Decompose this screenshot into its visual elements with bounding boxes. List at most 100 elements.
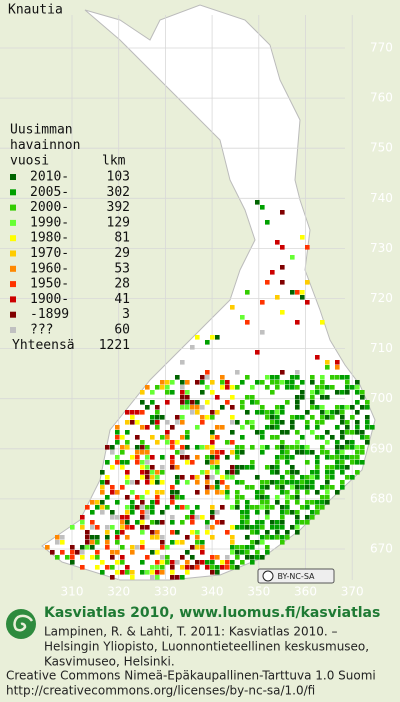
occurrence-cell [335, 490, 340, 495]
occurrence-cell [290, 385, 295, 390]
occurrence-cell [275, 435, 280, 440]
occurrence-cell [285, 535, 290, 540]
occurrence-cell [200, 560, 205, 565]
occurrence-cell [245, 525, 250, 530]
occurrence-cell [180, 575, 185, 580]
occurrence-cell [195, 560, 200, 565]
occurrence-cell [105, 565, 110, 570]
occurrence-cell [180, 395, 185, 400]
occurrence-cell [225, 475, 230, 480]
occurrence-cell [295, 430, 300, 435]
occurrence-cell [190, 510, 195, 515]
occurrence-cell [240, 550, 245, 555]
occurrence-cell [335, 465, 340, 470]
occurrence-cell [230, 440, 235, 445]
legend-count: 28 [114, 277, 130, 292]
occurrence-cell [320, 445, 325, 450]
occurrence-cell [150, 400, 155, 405]
occurrence-cell [325, 465, 330, 470]
occurrence-cell [325, 480, 330, 485]
occurrence-cell [350, 440, 355, 445]
occurrence-cell [335, 455, 340, 460]
occurrence-cell [300, 295, 305, 300]
occurrence-cell [165, 385, 170, 390]
occurrence-cell [255, 555, 260, 560]
occurrence-cell [225, 400, 230, 405]
occurrence-cell [175, 530, 180, 535]
occurrence-cell [195, 455, 200, 460]
occurrence-cell [125, 470, 130, 475]
occurrence-cell [85, 535, 90, 540]
occurrence-cell [345, 445, 350, 450]
occurrence-cell [175, 540, 180, 545]
occurrence-cell [240, 380, 245, 385]
occurrence-cell [320, 485, 325, 490]
legend-label: 2005- [30, 185, 69, 200]
occurrence-cell [345, 425, 350, 430]
occurrence-cell [295, 450, 300, 455]
occurrence-cell [170, 560, 175, 565]
occurrence-cell [290, 455, 295, 460]
occurrence-cell [135, 445, 140, 450]
occurrence-cell [245, 505, 250, 510]
occurrence-cell [185, 505, 190, 510]
occurrence-cell [155, 535, 160, 540]
occurrence-cell [275, 455, 280, 460]
occurrence-cell [210, 335, 215, 340]
occurrence-cell [130, 550, 135, 555]
occurrence-cell [205, 560, 210, 565]
occurrence-cell [235, 550, 240, 555]
occurrence-cell [60, 550, 65, 555]
occurrence-cell [215, 565, 220, 570]
occurrence-cell [325, 430, 330, 435]
occurrence-cell [70, 545, 75, 550]
occurrence-cell [340, 460, 345, 465]
occurrence-cell [220, 375, 225, 380]
occurrence-cell [255, 510, 260, 515]
y-axis-label: 720 [370, 291, 393, 305]
occurrence-cell [240, 525, 245, 530]
occurrence-cell [105, 480, 110, 485]
occurrence-cell [260, 535, 265, 540]
occurrence-cell [150, 455, 155, 460]
occurrence-cell [185, 535, 190, 540]
occurrence-cell [305, 460, 310, 465]
occurrence-cell [215, 465, 220, 470]
occurrence-cell [85, 530, 90, 535]
occurrence-cell [255, 505, 260, 510]
occurrence-cell [345, 420, 350, 425]
occurrence-cell [260, 435, 265, 440]
occurrence-cell [255, 490, 260, 495]
occurrence-cell [295, 495, 300, 500]
occurrence-cell [255, 400, 260, 405]
occurrence-cell [130, 415, 135, 420]
occurrence-cell [260, 430, 265, 435]
occurrence-cell [170, 515, 175, 520]
occurrence-cell [95, 555, 100, 560]
occurrence-cell [285, 490, 290, 495]
occurrence-cell [215, 460, 220, 465]
occurrence-cell [310, 415, 315, 420]
occurrence-cell [190, 460, 195, 465]
occurrence-cell [260, 525, 265, 530]
occurrence-cell [195, 400, 200, 405]
occurrence-cell [160, 415, 165, 420]
occurrence-cell [240, 445, 245, 450]
occurrence-cell [195, 335, 200, 340]
occurrence-cell [350, 385, 355, 390]
legend-count: 302 [107, 185, 130, 200]
occurrence-cell [265, 500, 270, 505]
occurrence-cell [265, 535, 270, 540]
occurrence-cell [210, 445, 215, 450]
occurrence-cell [265, 515, 270, 520]
occurrence-cell [365, 440, 370, 445]
occurrence-cell [110, 445, 115, 450]
occurrence-cell [290, 375, 295, 380]
occurrence-cell [200, 420, 205, 425]
occurrence-cell [150, 575, 155, 580]
occurrence-cell [250, 540, 255, 545]
occurrence-cell [245, 520, 250, 525]
occurrence-cell [365, 400, 370, 405]
legend-count: 60 [114, 323, 130, 338]
occurrence-cell [205, 340, 210, 345]
